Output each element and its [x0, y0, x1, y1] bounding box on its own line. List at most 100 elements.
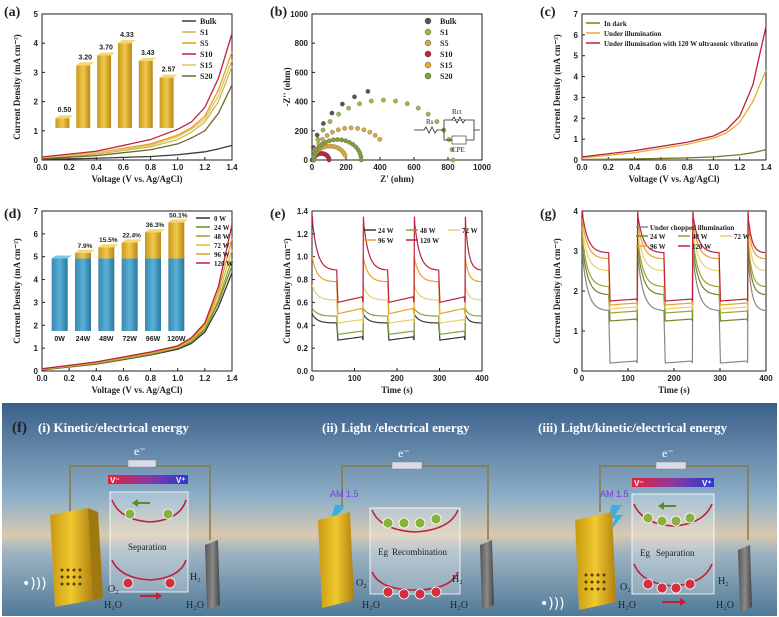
h2-label-3: H₂ — [718, 576, 729, 587]
y-tick-label: 1000 — [290, 10, 308, 19]
separation-label-1: Separation — [128, 542, 167, 552]
y-tick-label: 3 — [574, 93, 579, 102]
legend-label: 72 W — [734, 233, 750, 241]
legend-label: 96 W — [214, 251, 230, 259]
hole-1b — [164, 577, 176, 589]
potential-bar-1 — [108, 475, 188, 484]
nyquist-point — [342, 126, 347, 131]
inset-bar-top — [159, 74, 178, 78]
series-line — [41, 224, 233, 370]
nyquist-point — [319, 141, 325, 147]
legend-label: S5 — [440, 39, 448, 48]
arrow-head-3b — [680, 598, 686, 606]
x-tick-label: 1.2 — [734, 163, 746, 172]
inset-bar-value: 2.57 — [162, 67, 176, 74]
nyquist-point — [320, 127, 326, 133]
x-tick-label: 600 — [407, 163, 421, 172]
y-tick-label: 7 — [34, 207, 39, 216]
v-minus-3: V⁻ — [634, 479, 644, 488]
x-tick-label: 0.6 — [118, 374, 130, 383]
nyquist-point — [357, 101, 362, 107]
h2o-right-3: H₂O — [716, 600, 734, 611]
panel-label-f: (f) — [12, 420, 27, 436]
legend-label: 96 W — [650, 243, 666, 251]
x-tick-label: 100 — [348, 374, 362, 383]
photoanode-side-1 — [88, 508, 103, 600]
legend-marker — [424, 61, 432, 69]
hole-3a — [642, 578, 654, 590]
nyquist-point — [358, 157, 364, 163]
nyquist-point — [314, 132, 320, 138]
y-tick-label: 600 — [295, 68, 309, 77]
inset-bar-increment — [168, 222, 185, 259]
x-tick-label: 0.0 — [36, 163, 48, 172]
nyquist-point — [331, 137, 336, 143]
y-tick-label: 3 — [34, 298, 39, 307]
nyquist-point — [404, 101, 410, 107]
nyquist-point — [327, 138, 332, 144]
plot-frame-d — [41, 210, 233, 372]
inset-bar-percent: 7.9% — [78, 243, 93, 250]
inset-bar — [117, 43, 132, 128]
electron-flow-3 — [655, 461, 687, 470]
inset-bar-increment — [75, 252, 91, 259]
y-axis-label: Current Density (mA cm⁻²) — [552, 34, 562, 140]
x-tick-label: 0.0 — [36, 374, 48, 383]
electron-3a — [642, 512, 654, 524]
nyquist-point — [348, 125, 354, 131]
y-tick-label: 4 — [34, 39, 39, 48]
chart-d: (d) 0.0 0.2 0.4 0.6 0.8 1.0 1.2 1.4 0 1 2 3 4 5 6 7 Volta… — [4, 207, 238, 395]
legend-label: S20 — [200, 72, 212, 81]
am15-label-2: AM 1.5 — [330, 489, 359, 499]
nyquist-point — [324, 133, 330, 138]
legend-label: In dark — [604, 20, 627, 28]
ultrasound-icon-1: •))) — [22, 576, 47, 592]
inset-bar-increment — [98, 247, 115, 259]
nyquist-point — [336, 111, 341, 117]
photoanode-2 — [318, 512, 354, 608]
nyquist-point — [450, 157, 456, 163]
o2-label-1: O₂ — [108, 584, 119, 595]
electron-3b — [656, 515, 668, 527]
legend-marker — [424, 50, 432, 58]
y-tick-label: 1 — [574, 135, 579, 144]
schematic-panel: (f) (i) Kinetic/electrical energy e⁻ V⁻ … — [2, 403, 777, 616]
inset-bar-base — [51, 258, 68, 331]
light-icon-3 — [608, 505, 623, 530]
panel-label-a: (a) — [4, 5, 21, 20]
inset-category: 48W — [99, 336, 114, 343]
hole-2c — [414, 588, 426, 600]
arrow-head-1b — [156, 592, 162, 600]
x-tick-label: 0.4 — [91, 163, 103, 172]
nyquist-point — [434, 119, 440, 124]
panel-label-c: (c) — [540, 5, 556, 20]
y-tick-label: 1.2 — [297, 230, 309, 239]
y-tick-label: 7 — [574, 10, 579, 19]
x-axis-label: Voltage (V vs. Ag/AgCl) — [91, 385, 182, 395]
x-axis-label: Voltage (V vs. Ag/AgCl) — [628, 174, 719, 184]
electron-2b — [398, 517, 410, 529]
inset-bar-percent: 22.4% — [122, 232, 141, 239]
circuit-cpe — [451, 135, 467, 145]
h2o-left-1: H₂O — [104, 600, 122, 611]
x-axis-label: Time (s) — [381, 385, 413, 395]
nyquist-point — [377, 137, 383, 142]
band-box-1 — [109, 491, 189, 593]
schematic-combined: (iii) Light/kinetic/electrical energy e⁻… — [538, 420, 752, 612]
electron-1a — [124, 508, 136, 520]
series-line — [581, 242, 766, 322]
schematic-title-2: (ii) Light /electrical energy — [322, 420, 470, 435]
series-line — [581, 226, 766, 310]
inset-bar-top — [145, 229, 165, 233]
nyquist-point — [381, 97, 386, 103]
x-tick-label: 0 — [580, 374, 585, 383]
x-tick-label: 0.8 — [145, 374, 157, 383]
chart-a: (a) 0.0 0.2 0.4 0.6 0.8 1.0 1.2 1.4 0 1 2 3 4 5 Voltage… — [4, 5, 238, 184]
schematic-light: (ii) Light /electrical energy e⁻ AM 1.5 … — [318, 420, 494, 611]
inset-bar-top — [168, 219, 189, 223]
chart-e: (e) 0 100 200 300 400 0.0 0.2 0.4 0.6 0.8 1.0 1.2 1.4… — [270, 207, 489, 395]
x-tick-label: 0.4 — [91, 374, 103, 383]
legend-label: 72 W — [214, 242, 230, 250]
y-tick-label: 0 — [574, 156, 579, 165]
